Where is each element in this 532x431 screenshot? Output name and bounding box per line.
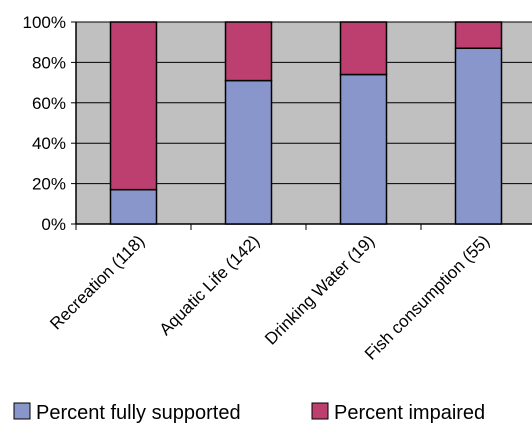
y-tick-label: 0%	[41, 215, 66, 234]
bars	[109, 21, 503, 225]
y-axis-ticks: 0% 20% 40% 60% 80% 100%	[23, 13, 76, 234]
y-tick-label: 100%	[23, 13, 66, 32]
bar-segment-supported	[454, 47, 503, 225]
legend-label-impaired: Percent impaired	[334, 402, 485, 424]
legend-swatch-impaired	[311, 402, 329, 420]
category-label: Recreation (118)	[46, 231, 148, 333]
category-label: Fish consumption (55)	[361, 231, 493, 363]
y-tick-label: 80%	[32, 53, 66, 72]
legend-swatch-supported	[13, 402, 31, 420]
x-axis-ticks	[75, 224, 422, 230]
bar-segment-impaired	[454, 21, 503, 50]
bar-segment-impaired	[339, 21, 388, 76]
y-tick-label: 40%	[32, 134, 66, 153]
legend: Percent fully supported Percent impaired	[13, 402, 485, 424]
bar-segment-supported	[224, 79, 273, 225]
y-tick-label: 60%	[32, 94, 66, 113]
category-label: Drinking Water (19)	[261, 231, 378, 348]
bar-segment-impaired	[224, 21, 273, 82]
category-labels: Recreation (118) Aquatic Life (142)Drinki…	[46, 231, 493, 363]
bar-segment-supported	[109, 188, 158, 225]
bar-segment-supported	[339, 73, 388, 225]
y-tick-label: 20%	[32, 175, 66, 194]
legend-label-supported: Percent fully supported	[36, 402, 241, 424]
bar-segment-impaired	[109, 21, 158, 191]
category-label: Aquatic Life (142)	[156, 231, 264, 339]
